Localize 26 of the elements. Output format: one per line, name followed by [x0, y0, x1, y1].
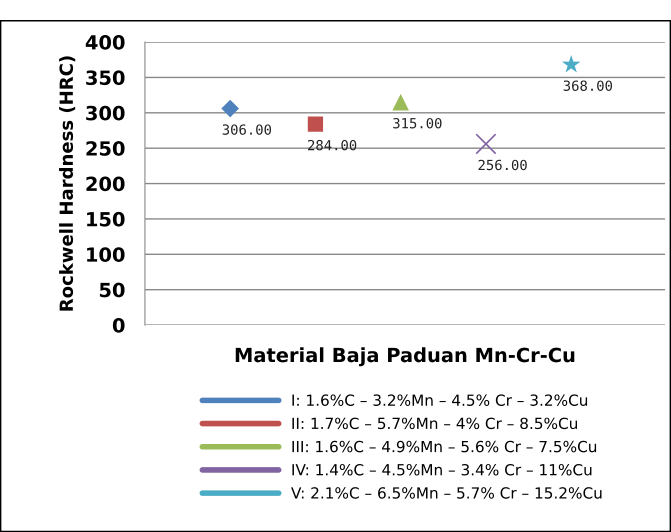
point	[562, 54, 580, 73]
data-label: 368.00	[564, 80, 612, 91]
y-tick-label: 0	[112, 318, 125, 333]
legend-label: IV: 1.4%C – 4.5%Mn – 3.4% Cr – 11%Cu	[292, 464, 592, 476]
y-tick-label: 150	[87, 212, 125, 227]
y-tick-label: 350	[86, 70, 125, 86]
y-tick-label: 50	[100, 282, 125, 298]
y-tick-label: 300	[86, 106, 125, 120]
point	[221, 100, 240, 118]
y-axis-title: Rockwell Hardness (HRC)	[59, 56, 76, 311]
point	[308, 116, 324, 132]
y-tick-label: 250	[86, 141, 125, 156]
data-label: 315.00	[393, 118, 442, 128]
legend-label: III: 1.6%C – 4.9%Mn – 5.6% Cr – 7.5%Cu	[292, 440, 596, 452]
point	[475, 133, 496, 154]
data-label: 256.00	[478, 160, 527, 170]
legend-label: V: 2.1%C – 6.5%Mn – 5.7% Cr – 15.2%Cu	[291, 487, 602, 499]
legend-label: II: 1.7%C – 5.7%Mn – 4% Cr – 8.5%Cu	[292, 418, 577, 430]
data-label: 306.00	[222, 124, 272, 135]
y-tick-label: 200	[86, 176, 125, 192]
data-label: 284.00	[308, 140, 356, 150]
x-axis-title: Material Baja Paduan Mn-Cr-Cu	[236, 347, 574, 366]
y-tick-label: 400	[86, 34, 125, 50]
legend-label: I: 1.6%C – 3.2%Mn – 4.5% Cr – 3.2%Cu	[292, 394, 588, 406]
y-tick-label: 100	[87, 247, 125, 262]
point	[392, 94, 410, 111]
